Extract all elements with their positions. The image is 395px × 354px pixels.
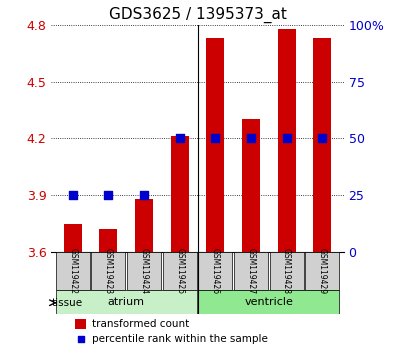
Bar: [171, 136, 188, 252]
FancyBboxPatch shape: [198, 290, 339, 314]
FancyBboxPatch shape: [198, 252, 232, 290]
Text: atrium: atrium: [108, 297, 145, 307]
Bar: [313, 38, 331, 252]
FancyBboxPatch shape: [56, 290, 197, 314]
Point: [77, 336, 84, 342]
FancyBboxPatch shape: [234, 252, 268, 290]
Point: [248, 136, 254, 141]
FancyBboxPatch shape: [305, 252, 339, 290]
Text: GSM119425: GSM119425: [175, 248, 184, 294]
FancyBboxPatch shape: [163, 252, 197, 290]
FancyBboxPatch shape: [127, 252, 161, 290]
Point: [319, 136, 325, 141]
Text: GSM119424: GSM119424: [139, 248, 149, 294]
FancyBboxPatch shape: [56, 252, 90, 290]
Point: [212, 136, 218, 141]
Bar: [242, 119, 260, 252]
Text: tissue: tissue: [52, 298, 83, 308]
Bar: [207, 38, 224, 252]
Text: GSM119422: GSM119422: [68, 248, 77, 294]
Point: [70, 192, 76, 198]
Text: GSM119428: GSM119428: [282, 248, 291, 294]
Bar: [75, 319, 87, 329]
Point: [105, 192, 111, 198]
Bar: [64, 223, 82, 252]
Point: [177, 136, 183, 141]
Text: GSM119423: GSM119423: [104, 248, 113, 294]
Title: GDS3625 / 1395373_at: GDS3625 / 1395373_at: [109, 7, 286, 23]
FancyBboxPatch shape: [269, 252, 304, 290]
Text: GSM119426: GSM119426: [211, 248, 220, 294]
Bar: [135, 199, 153, 252]
Text: transformed count: transformed count: [92, 319, 190, 329]
Text: ventricle: ventricle: [245, 297, 293, 307]
Text: percentile rank within the sample: percentile rank within the sample: [92, 334, 268, 344]
Point: [141, 192, 147, 198]
Bar: [278, 29, 295, 252]
Text: GSM119427: GSM119427: [246, 248, 256, 294]
Point: [284, 136, 290, 141]
Bar: [100, 229, 117, 252]
Text: GSM119429: GSM119429: [318, 248, 327, 294]
FancyBboxPatch shape: [91, 252, 126, 290]
